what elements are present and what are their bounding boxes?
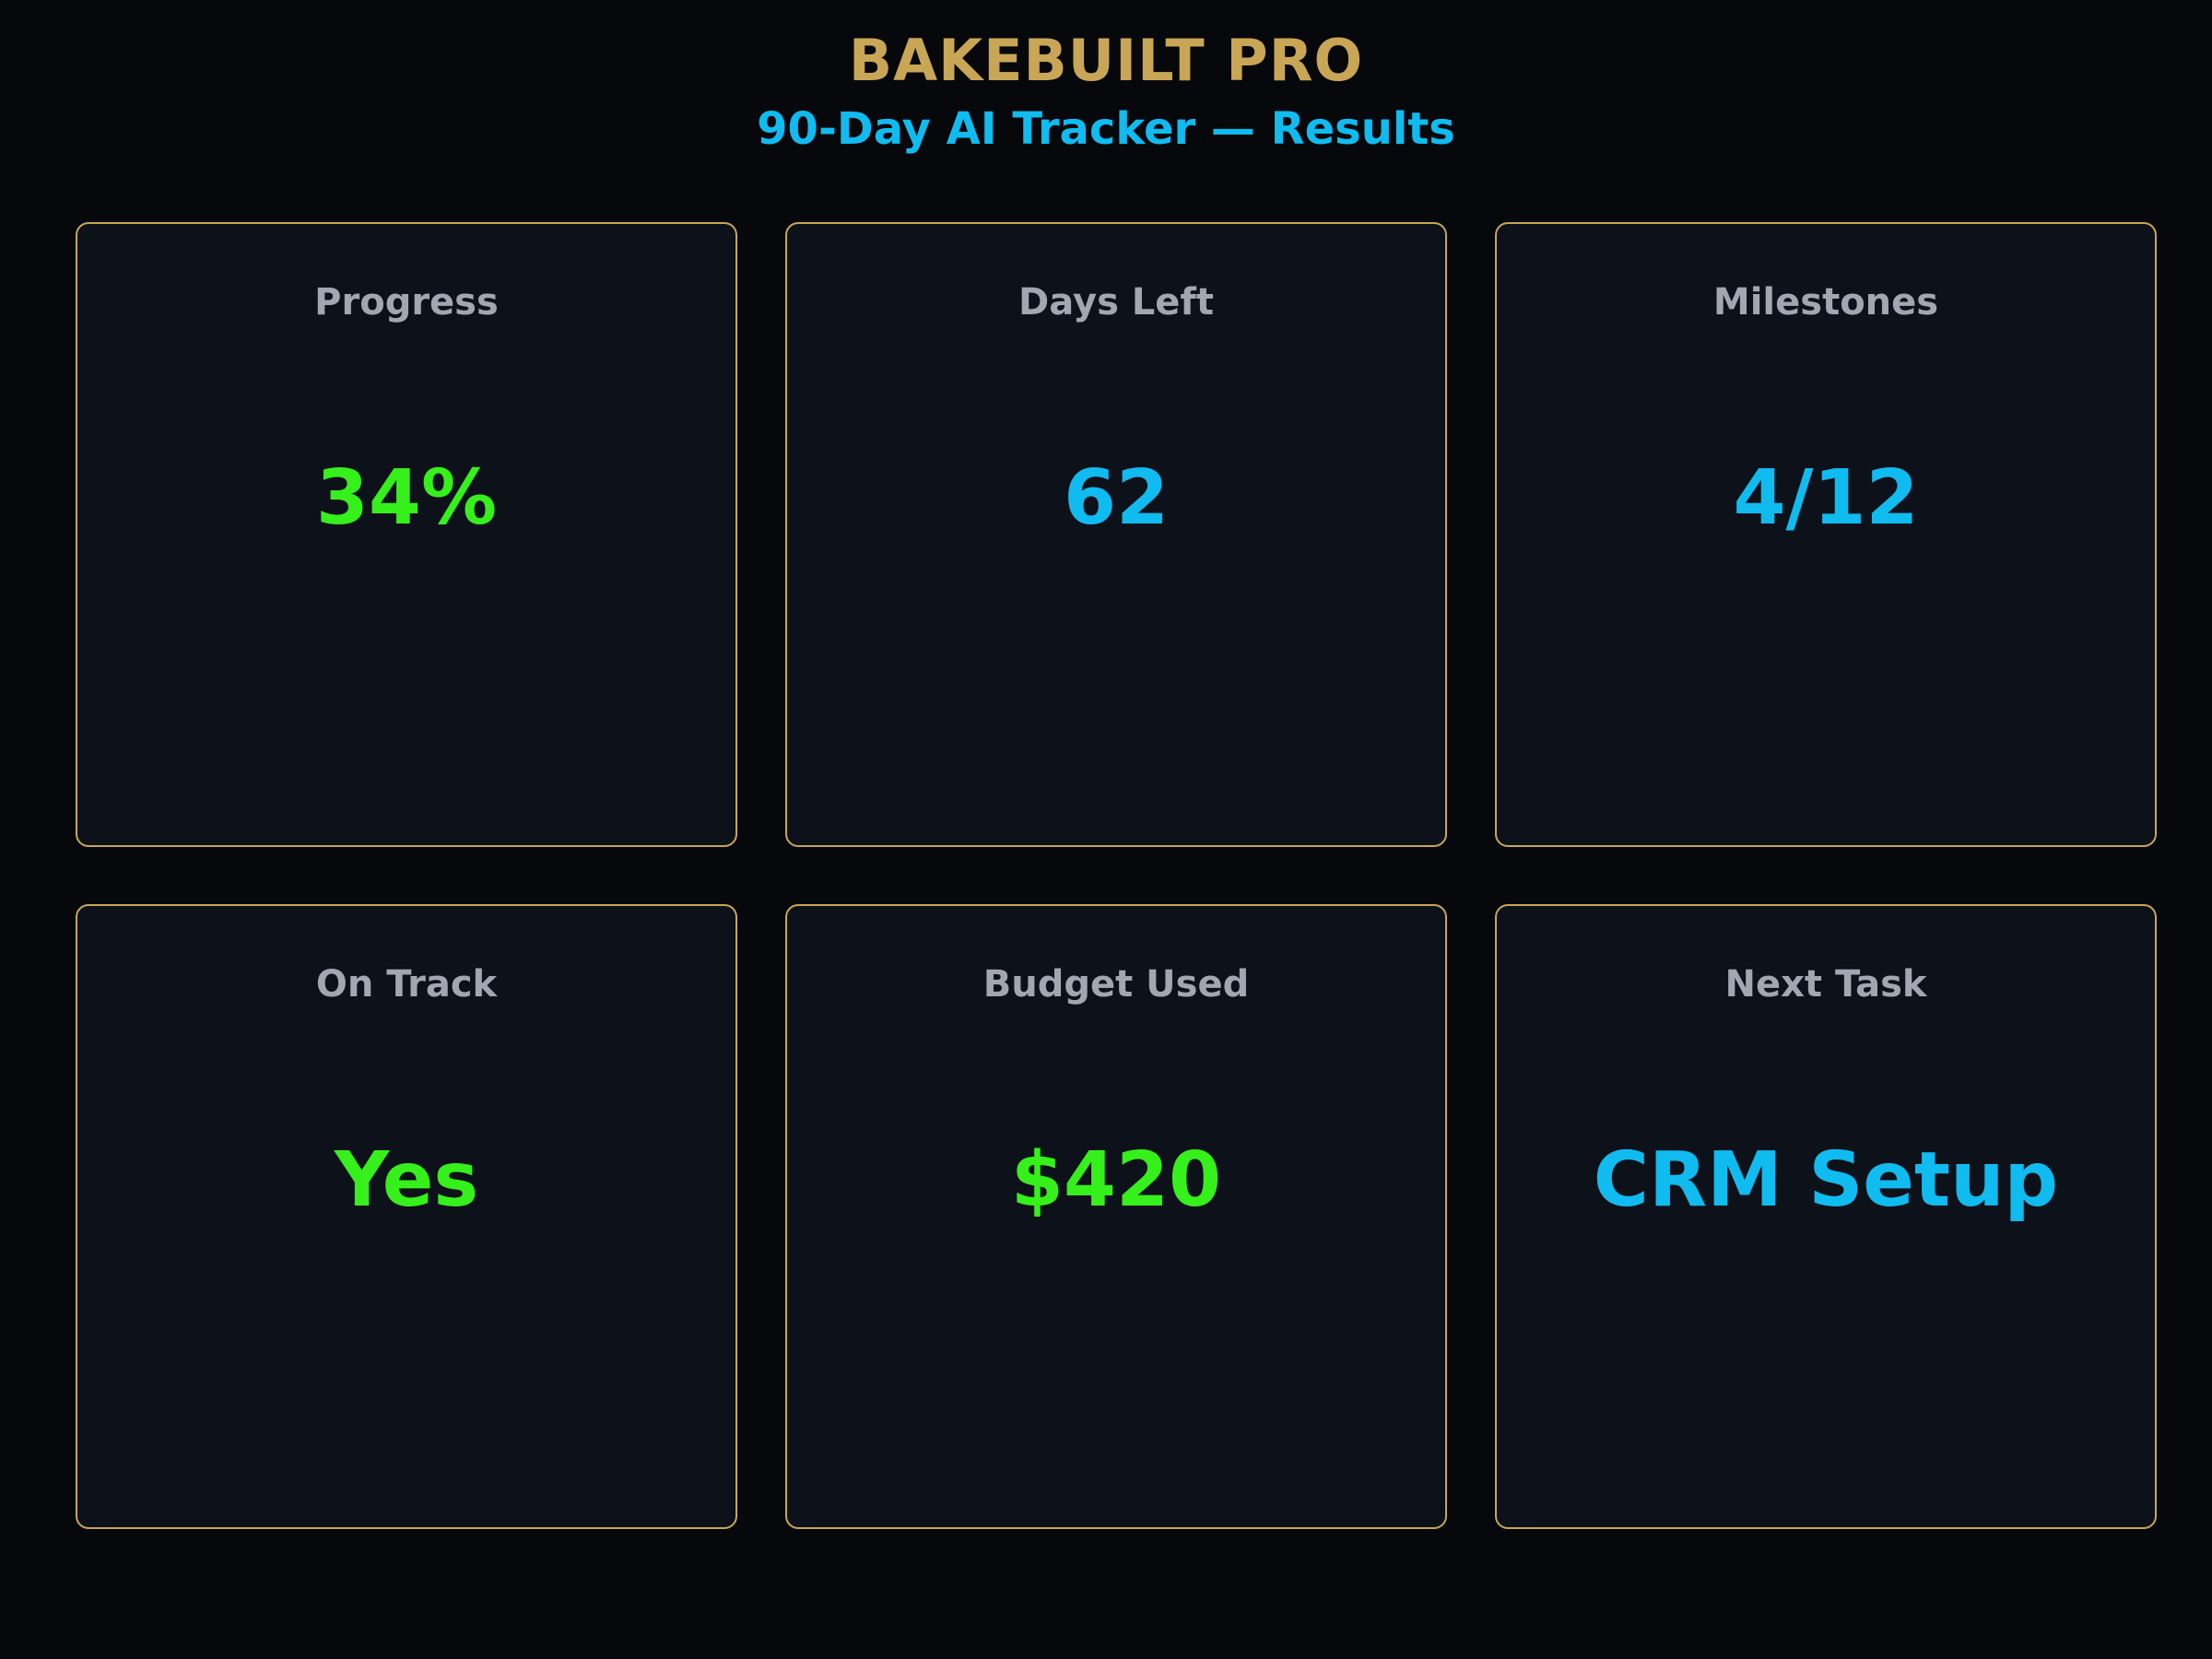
progress-value: 34% (315, 454, 498, 542)
next-task-card: Next Task CRM Setup (1495, 904, 2157, 1529)
progress-label: Progress (314, 281, 499, 324)
budget-used-card: Budget Used $420 (785, 904, 1447, 1529)
next-task-label: Next Task (1724, 963, 1927, 1006)
brand-title: BAKEBUILT PRO (848, 27, 1364, 94)
budget-used-label: Budget Used (982, 963, 1250, 1006)
budget-used-value: $420 (1010, 1136, 1222, 1224)
page-subtitle: 90-Day AI Tracker — Results (757, 103, 1455, 155)
on-track-card: On Track Yes (76, 904, 737, 1529)
milestones-card: Milestones 4/12 (1495, 222, 2157, 847)
progress-card: Progress 34% (76, 222, 737, 847)
days-left-value: 62 (1063, 454, 1170, 542)
on-track-value: Yes (334, 1136, 479, 1224)
next-task-value: CRM Setup (1593, 1136, 2059, 1224)
on-track-label: On Track (315, 963, 498, 1006)
days-left-label: Days Left (1018, 281, 1214, 324)
milestones-value: 4/12 (1733, 454, 1919, 542)
milestones-label: Milestones (1712, 281, 1939, 324)
days-left-card: Days Left 62 (785, 222, 1447, 847)
